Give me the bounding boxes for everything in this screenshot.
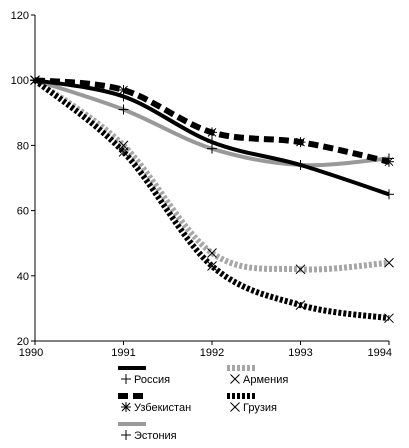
legend: Россия Армения Узбекистан Грузия Эстония [118, 365, 288, 442]
legend-label: Узбекистан [134, 402, 191, 414]
legend-marker [230, 374, 240, 384]
legend-item: Узбекистан [118, 393, 191, 414]
legend-marker [121, 374, 131, 384]
data-point [295, 137, 306, 148]
data-point [207, 143, 217, 154]
data-point [295, 300, 306, 310]
series-line [33, 77, 390, 273]
legend-label: Армения [243, 374, 288, 386]
series-line [33, 77, 390, 322]
series-markers [30, 75, 394, 324]
legend-marker [121, 430, 131, 440]
y-tick-label: 60 [17, 206, 29, 218]
axes: 20 40 60 80 100 120 1990 1991 1992 1993 1994 [11, 10, 392, 359]
x-tick-label: 1992 [200, 347, 224, 359]
x-tick-label: 1993 [288, 347, 312, 359]
data-point [384, 153, 394, 164]
y-tick-label: 100 [11, 75, 29, 87]
data-point [384, 313, 394, 324]
y-tick-label: 40 [17, 271, 29, 283]
data-point [207, 261, 217, 271]
data-point [384, 189, 394, 200]
data-point [295, 159, 306, 170]
x-tick-label: 1994 [368, 347, 392, 359]
data-point [118, 104, 129, 115]
legend-marker [230, 402, 240, 412]
data-point [207, 127, 217, 138]
legend-item: Эстония [118, 422, 177, 442]
legend-marker [121, 402, 131, 412]
x-tick-label: 1991 [111, 347, 135, 359]
legend-label: Россия [134, 374, 170, 386]
data-point [118, 147, 129, 157]
data-point [384, 257, 394, 268]
legend-label: Грузия [243, 402, 277, 414]
y-tick-label: 80 [17, 140, 29, 152]
data-point [30, 75, 40, 86]
legend-item: Грузия [227, 393, 277, 414]
data-point [207, 248, 217, 258]
series-lines [33, 77, 390, 322]
data-point [118, 84, 129, 95]
data-point [295, 264, 306, 275]
legend-item: Россия [118, 366, 170, 386]
legend-item: Армения [227, 365, 288, 386]
legend-label: Эстония [134, 430, 177, 442]
y-tick-label: 120 [11, 10, 29, 22]
x-tick-label: 1990 [19, 347, 43, 359]
y-tick-label: 20 [17, 336, 29, 348]
